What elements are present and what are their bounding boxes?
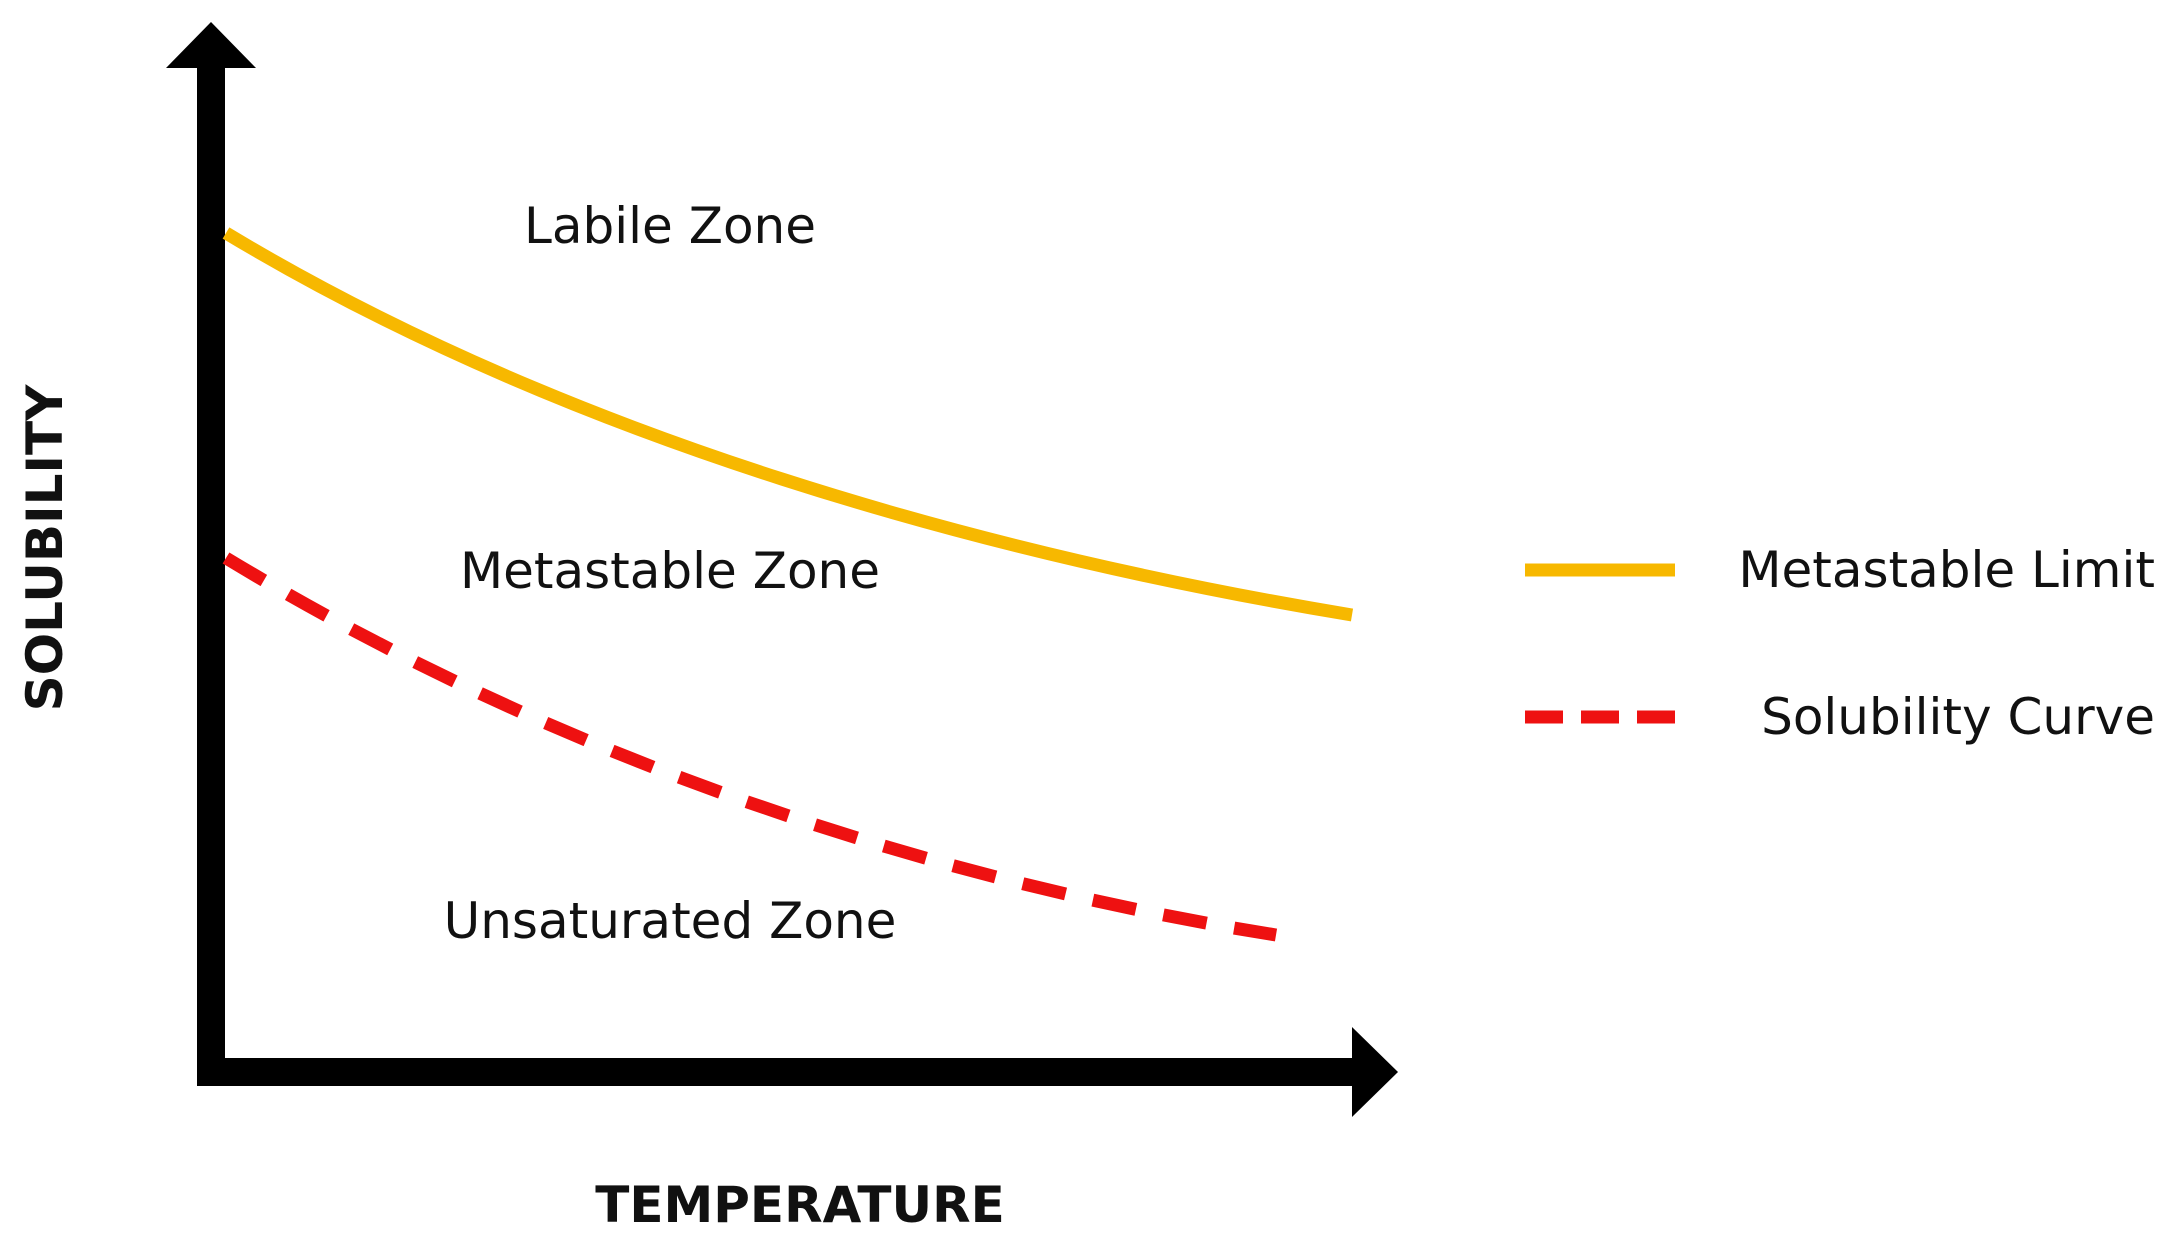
y-axis-arrowhead [166, 22, 256, 68]
y-axis-label: SOLUBILITY [16, 384, 74, 711]
solubility-curve [222, 552, 1278, 942]
y-axis-line [197, 60, 225, 1084]
legend-solubility-curve-label: Solubility Curve [1761, 688, 2155, 746]
legend: Metastable Limit Solubility Curve [1525, 541, 2155, 746]
x-axis-arrowhead [1352, 1027, 1398, 1117]
x-axis-line [197, 1058, 1357, 1086]
unsaturated-zone-label: Unsaturated Zone [444, 892, 897, 950]
metastable-limit-curve [222, 227, 1354, 622]
legend-metastable-limit-label: Metastable Limit [1738, 541, 2155, 599]
labile-zone-label: Labile Zone [524, 197, 816, 255]
metastable-zone-label: Metastable Zone [460, 542, 880, 600]
x-axis-label: TEMPERATURE [595, 1176, 1005, 1234]
